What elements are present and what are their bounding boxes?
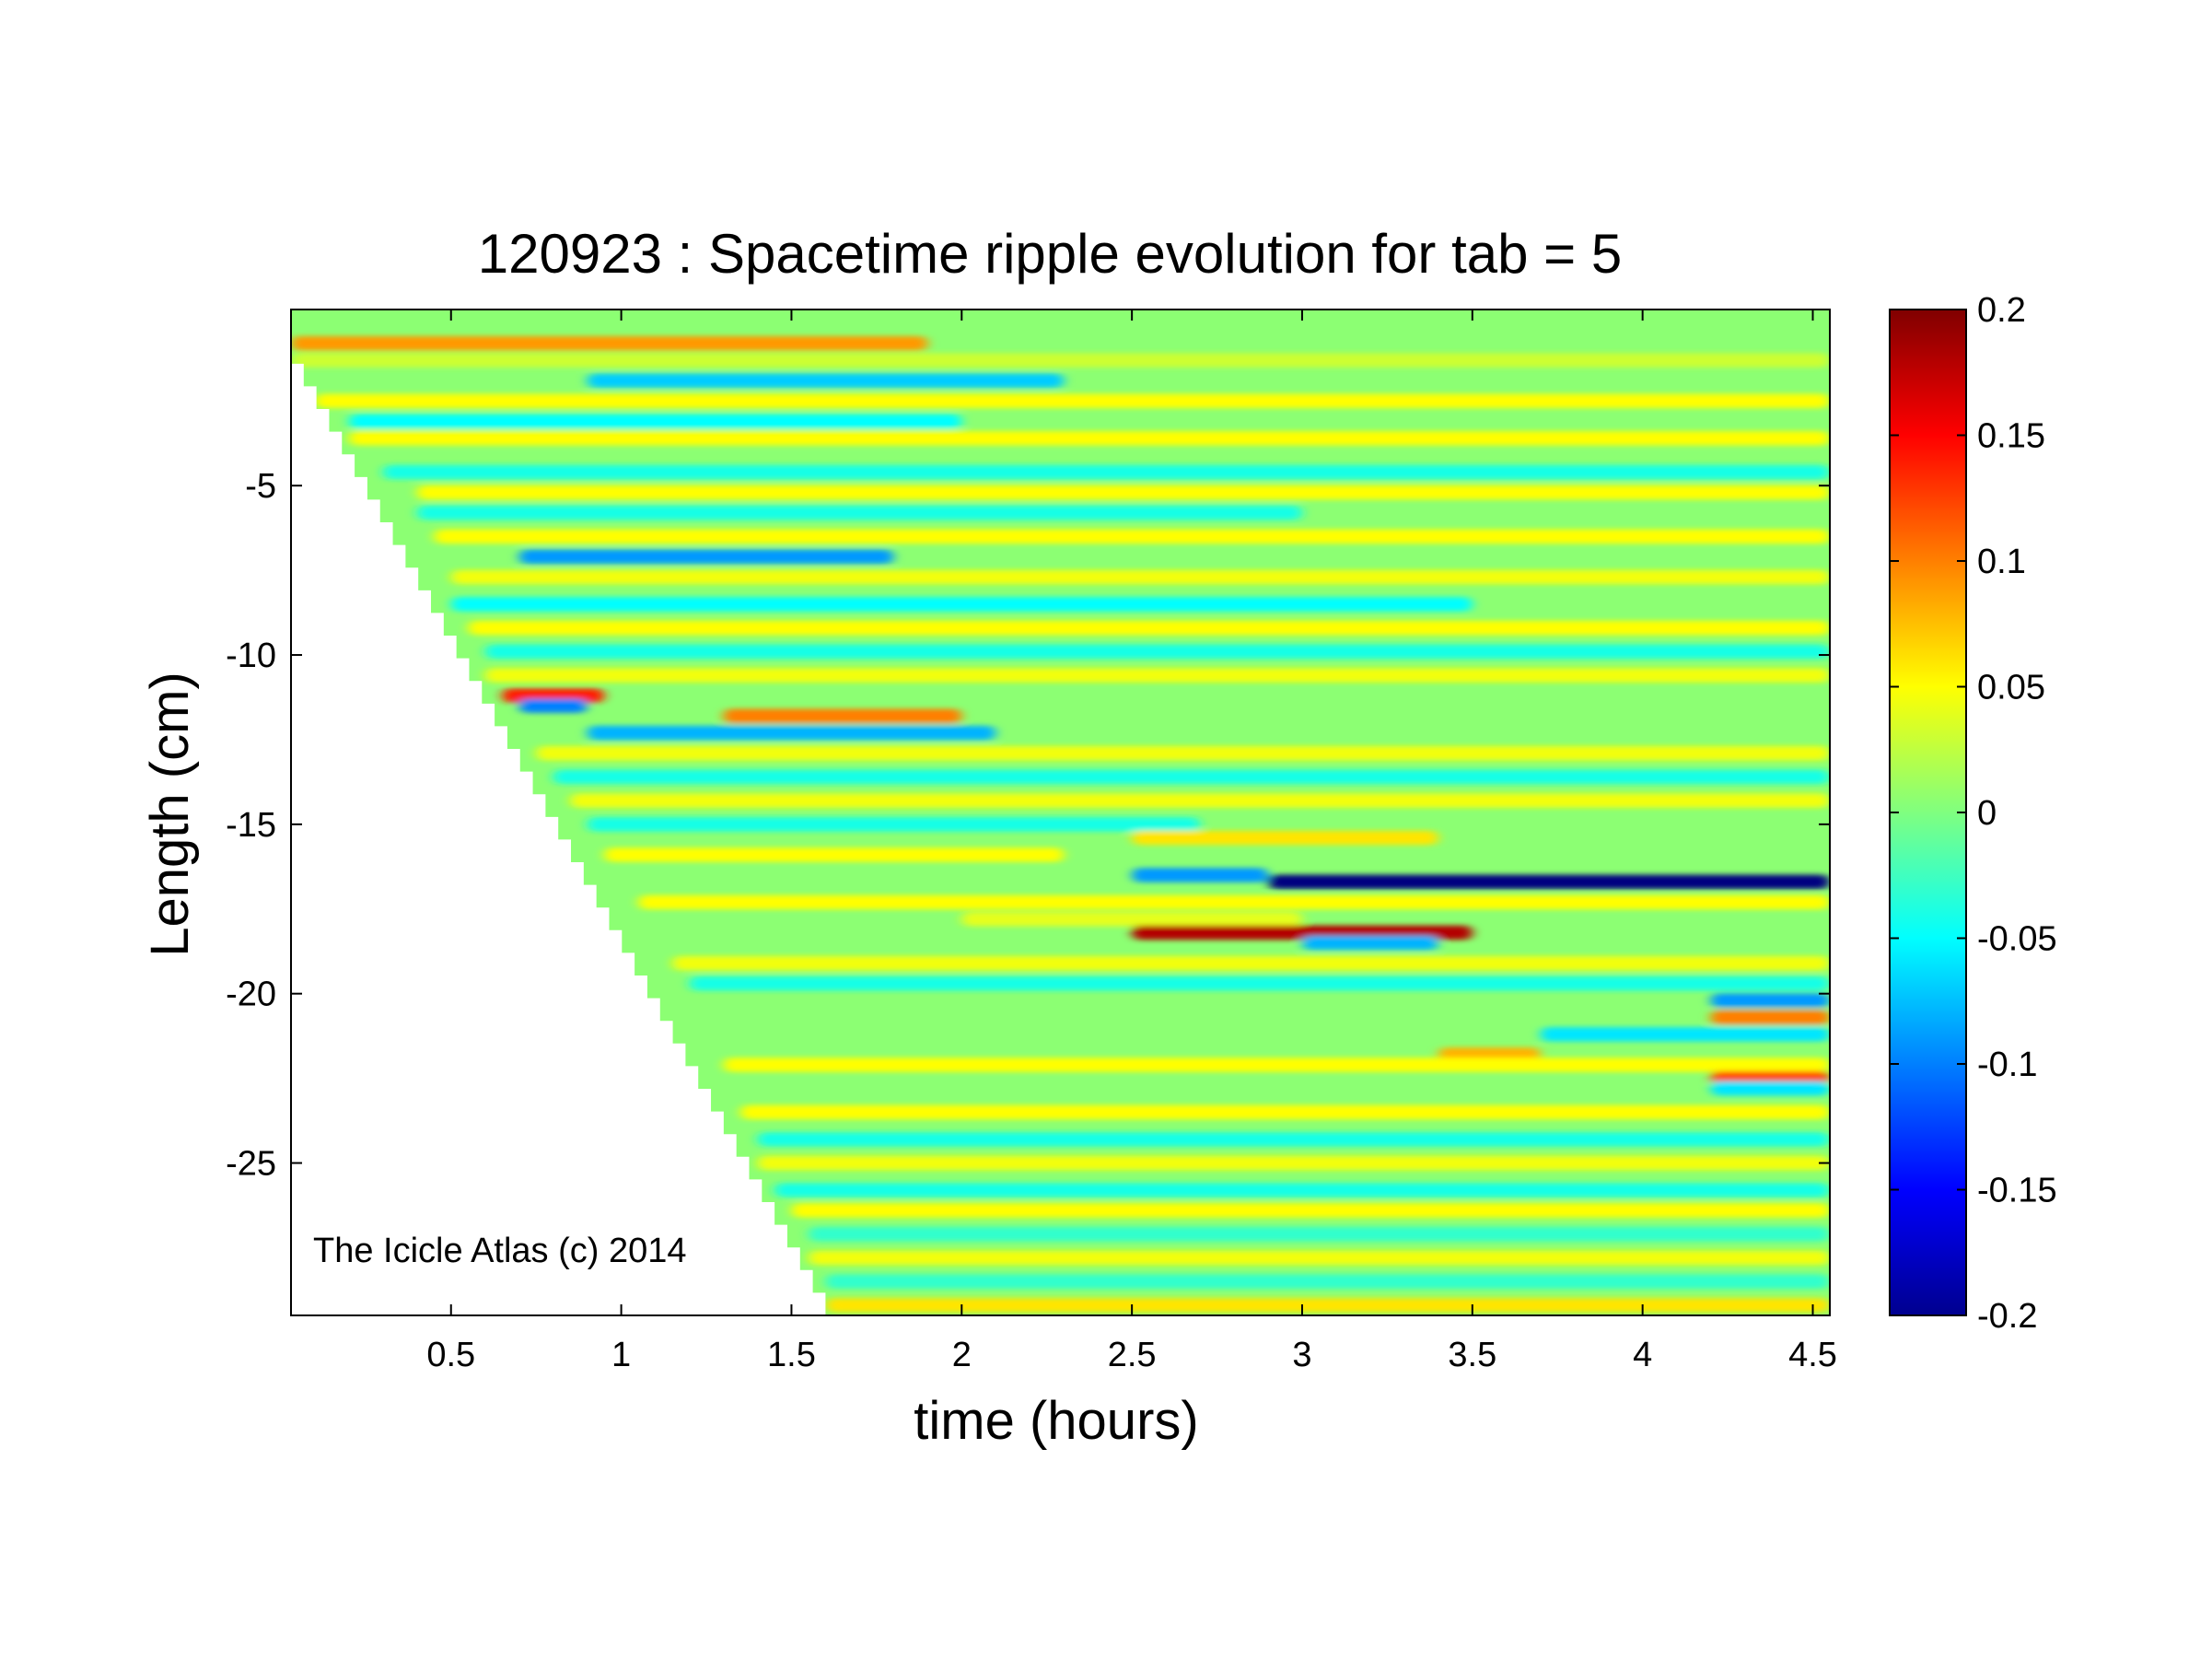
colorbar-tick-label: -0.05 <box>1977 920 2057 959</box>
heatmap-band <box>291 336 928 351</box>
colorbar-tick-label: -0.15 <box>1977 1172 2057 1210</box>
heatmap-band <box>1710 993 1830 1008</box>
x-tick-label: 4.5 <box>1788 1336 1837 1374</box>
x-tick-label: 3 <box>1292 1336 1311 1374</box>
colorbar: 0.2 0.15 0.1 0.05 0 -0.05 -0.1 -0.15 -0.2 <box>1889 291 2057 1336</box>
y-tick-label: -5 <box>245 467 276 506</box>
heatmap-band <box>808 1250 1830 1266</box>
colorbar-tick-label: 0.2 <box>1977 291 2026 330</box>
colorbar-tick-label: 0.15 <box>1977 417 2045 456</box>
y-tick-label: -10 <box>226 637 276 675</box>
plot-frame <box>290 309 1831 1316</box>
y-axis-label: Length (cm) <box>140 672 200 956</box>
heatmap-band <box>1710 1081 1830 1096</box>
heatmap-band <box>434 529 1830 544</box>
heatmap-band <box>723 1057 1830 1072</box>
heatmap-band <box>348 414 962 429</box>
heatmap-band <box>450 569 1830 585</box>
heatmap-band <box>1132 830 1438 846</box>
colorbar-tick-label: -0.1 <box>1977 1046 2037 1084</box>
x-axis: 0.5 1 1.5 2 2.5 3 3.5 4 4.5 <box>426 310 1837 1374</box>
heatmap-band <box>416 485 1830 500</box>
x-tick-label: 2.5 <box>1108 1336 1157 1374</box>
x-tick-label: 0.5 <box>426 1336 475 1374</box>
heatmap-band <box>587 817 1201 832</box>
heatmap-bands <box>291 336 1830 1313</box>
colorbar-tick-label: 0.05 <box>1977 669 2045 707</box>
x-tick-label: 4 <box>1633 1336 1652 1374</box>
heatmap-band <box>518 698 588 713</box>
heatmap-band <box>739 1104 1830 1120</box>
x-tick-label: 2 <box>952 1336 972 1374</box>
x-tick-label: 1.5 <box>767 1336 816 1374</box>
y-tick-label: -20 <box>226 976 276 1014</box>
heatmap-band <box>382 464 1830 480</box>
heatmap-band <box>791 1203 1830 1218</box>
watermark-text: The Icicle Atlas (c) 2014 <box>313 1232 687 1270</box>
heatmap-band <box>587 725 996 741</box>
heatmap-band <box>1540 1027 1830 1042</box>
x-axis-label: time (hours) <box>914 1391 1198 1451</box>
y-tick-label: -15 <box>226 806 276 845</box>
y-axis: -5 -10 -15 -20 -25 <box>226 467 1830 1184</box>
chart-title: 120923 : Spacetime ripple evolution for … <box>478 223 1622 285</box>
plot-area <box>291 310 1830 1315</box>
heatmap-band <box>757 1155 1830 1171</box>
heatmap-band <box>536 745 1830 761</box>
heatmap-band <box>723 708 962 723</box>
heatmap-band <box>587 373 1065 388</box>
x-tick-label: 1 <box>611 1336 631 1374</box>
heatmap-band <box>348 430 1830 446</box>
heatmap-band <box>774 1183 1830 1198</box>
colorbar-ticks: 0.2 0.15 0.1 0.05 0 -0.05 -0.1 -0.15 -0.2 <box>1890 291 2057 1336</box>
heatmap-band <box>484 668 1830 683</box>
heatmap-band <box>416 505 1302 520</box>
heatmap-band <box>468 620 1830 636</box>
heatmap-band <box>672 955 1830 971</box>
colorbar-tick-label: -0.2 <box>1977 1297 2037 1336</box>
heatmap-band <box>450 597 1473 612</box>
heatmap-band <box>1132 868 1269 882</box>
no-data-region <box>291 363 826 1315</box>
heatmap-band <box>484 644 1830 660</box>
heatmap-band <box>291 353 1830 368</box>
heatmap-band <box>570 793 1830 808</box>
colorbar-tick-label: 0 <box>1977 794 1997 833</box>
heatmap-band <box>1301 935 1438 951</box>
heatmap-band <box>1710 1010 1830 1025</box>
heatmap-band <box>757 1132 1830 1147</box>
colorbar-gradient <box>1890 310 1966 1315</box>
heatmap-band <box>1268 874 1830 890</box>
heatmap-band <box>604 847 1065 862</box>
heatmap-band <box>689 976 1830 991</box>
heatmap-band <box>518 549 894 565</box>
y-tick-label: -25 <box>226 1145 276 1184</box>
x-tick-label: 3.5 <box>1448 1336 1496 1374</box>
colorbar-tick-label: 0.1 <box>1977 543 2026 581</box>
heatmap-band <box>961 912 1302 927</box>
heatmap-band <box>638 894 1830 910</box>
heatmap-band <box>825 1298 1830 1313</box>
heatmap-band <box>825 1274 1830 1289</box>
heatmap-band <box>314 393 1830 408</box>
heatmap-band <box>808 1227 1830 1242</box>
heatmap-band <box>553 769 1830 785</box>
